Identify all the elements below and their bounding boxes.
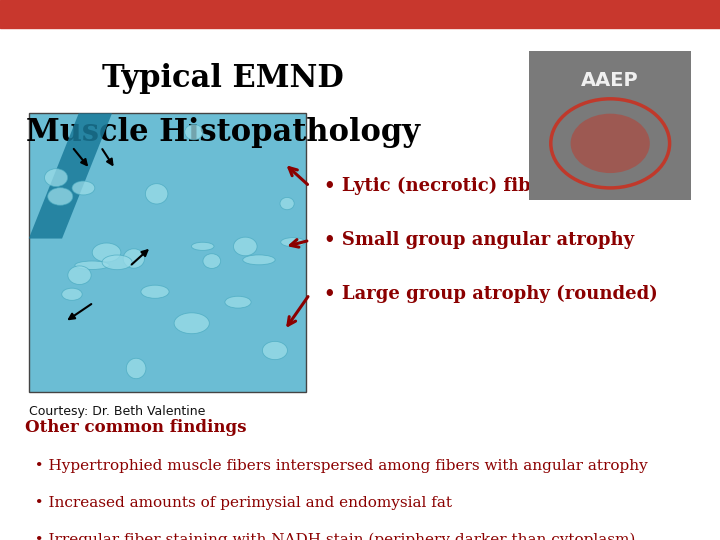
Ellipse shape xyxy=(123,249,145,268)
Ellipse shape xyxy=(192,242,214,251)
Ellipse shape xyxy=(102,255,132,269)
Ellipse shape xyxy=(280,198,294,210)
Text: • Irregular fiber staining with NADH stain (periphery darker than cytoplasm): • Irregular fiber staining with NADH sta… xyxy=(25,532,636,540)
Ellipse shape xyxy=(262,341,287,360)
Text: Courtesy: Dr. Beth Valentine: Courtesy: Dr. Beth Valentine xyxy=(29,405,205,418)
Ellipse shape xyxy=(281,238,305,247)
Text: • Lytic (necrotic) fiber: • Lytic (necrotic) fiber xyxy=(324,177,552,195)
Ellipse shape xyxy=(233,237,257,256)
Text: • Large group atrophy (rounded): • Large group atrophy (rounded) xyxy=(324,285,658,303)
Ellipse shape xyxy=(75,261,109,269)
Ellipse shape xyxy=(45,168,68,186)
Text: Other common findings: Other common findings xyxy=(25,418,247,435)
Ellipse shape xyxy=(62,288,82,300)
Bar xyxy=(0,0,720,28)
Ellipse shape xyxy=(141,285,169,298)
Text: • Hypertrophied muscle fibers interspersed among fibers with angular atrophy: • Hypertrophied muscle fibers interspers… xyxy=(25,459,648,473)
Text: • Small group angular atrophy: • Small group angular atrophy xyxy=(324,231,634,249)
Ellipse shape xyxy=(126,358,146,379)
Ellipse shape xyxy=(203,254,220,268)
Ellipse shape xyxy=(92,243,121,262)
Polygon shape xyxy=(29,113,112,239)
Ellipse shape xyxy=(72,181,95,195)
Ellipse shape xyxy=(68,266,91,285)
Circle shape xyxy=(570,114,650,173)
Ellipse shape xyxy=(185,124,203,140)
Ellipse shape xyxy=(174,313,210,334)
Ellipse shape xyxy=(225,296,251,308)
Ellipse shape xyxy=(48,188,73,205)
Ellipse shape xyxy=(243,255,275,265)
Text: AAEP: AAEP xyxy=(581,71,639,91)
Ellipse shape xyxy=(145,184,168,204)
Text: Muscle Histopathology: Muscle Histopathology xyxy=(26,117,420,148)
Bar xyxy=(29,113,306,392)
Text: Typical EMND: Typical EMND xyxy=(102,63,344,94)
Text: • Increased amounts of perimysial and endomysial fat: • Increased amounts of perimysial and en… xyxy=(25,496,452,510)
Bar xyxy=(529,51,691,200)
